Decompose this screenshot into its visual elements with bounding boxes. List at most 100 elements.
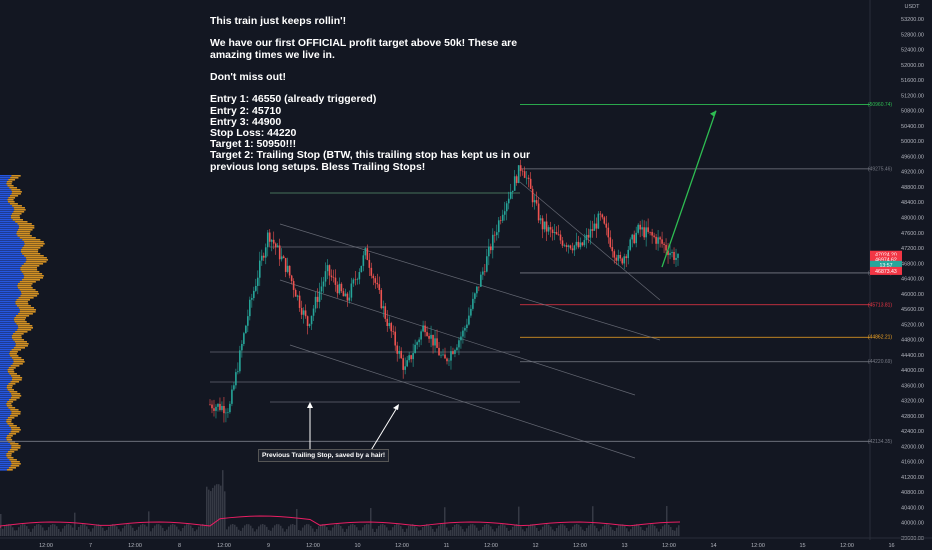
volume-bar <box>152 528 154 536</box>
candle-body <box>346 293 349 301</box>
profile-bar-buy <box>0 291 21 293</box>
volume-bar <box>344 531 346 536</box>
candle-body <box>394 331 397 346</box>
profile-bar-sell <box>13 333 24 335</box>
profile-bar-sell <box>6 437 12 439</box>
trendlines <box>210 181 661 459</box>
volume-bar <box>596 528 598 536</box>
volume-bar <box>80 524 82 536</box>
profile-bar-buy <box>0 417 8 419</box>
volume-bar <box>646 527 648 536</box>
volume-bar <box>70 525 72 536</box>
candle-body <box>382 306 385 309</box>
volume-bar <box>198 526 200 536</box>
candle-body <box>408 355 410 361</box>
profile-bar-sell <box>7 371 15 373</box>
candle-body <box>585 234 588 241</box>
candle-body <box>342 291 345 297</box>
candle-body <box>215 406 217 411</box>
candle-body <box>653 235 655 237</box>
volume-bar <box>568 531 570 536</box>
price-axis[interactable]: USDT 39600.00 40000.00 40400.00 40800.00 4120… <box>869 0 924 542</box>
volume-bar <box>68 524 70 536</box>
profile-bar-buy <box>0 323 17 325</box>
candle-body <box>434 338 436 346</box>
currency-label: USDT <box>905 4 921 10</box>
profile-bar-sell <box>21 279 40 281</box>
volume-bar <box>278 524 280 536</box>
profile-bar-buy <box>0 463 12 465</box>
candle-body <box>661 239 663 244</box>
profile-bar-sell <box>15 301 28 303</box>
volume-bar <box>104 530 106 536</box>
profile-bar-buy <box>0 197 9 199</box>
candle-body <box>268 232 271 242</box>
volume-bar <box>142 524 144 536</box>
time-axis[interactable]: 12:00 7 12:00 8 12:00 9 12:00 10 12:00 11 12:00 12 1… <box>0 537 932 549</box>
candle-body <box>310 315 313 325</box>
profile-bar-buy <box>0 443 11 445</box>
candle-body <box>571 248 574 251</box>
volume-bar <box>316 528 318 536</box>
profile-bar-buy <box>0 255 25 257</box>
volume-bar <box>652 524 654 536</box>
profile-bar-buy <box>0 347 14 349</box>
profile-bar-buy <box>0 287 18 289</box>
candle-body <box>448 360 450 362</box>
level-label: (49275.46) <box>868 166 893 172</box>
volume-bar <box>448 530 450 536</box>
candle-body <box>591 229 594 231</box>
profile-bar-buy <box>0 313 19 315</box>
volume-bar <box>382 524 384 536</box>
volume-bar <box>158 524 160 536</box>
profile-bar-buy <box>0 429 12 431</box>
profile-bar-sell <box>8 407 16 409</box>
volume-bar <box>260 524 262 536</box>
price-tick-label: 45600.00 <box>901 307 924 313</box>
volume-bar <box>428 524 430 536</box>
volume-bar <box>244 525 246 536</box>
volume-bar <box>650 524 652 536</box>
candle-body <box>312 308 315 316</box>
candle-body <box>547 227 550 232</box>
volume-bar <box>620 524 622 536</box>
candle-body <box>458 340 460 348</box>
volume-bar <box>454 524 456 536</box>
candle-body <box>286 265 289 272</box>
profile-bar-sell <box>12 363 23 365</box>
profile-bar-buy <box>0 211 14 213</box>
profile-bar-sell <box>6 419 12 421</box>
volume-bar <box>488 524 490 536</box>
price-tag <box>870 250 902 259</box>
candle-body <box>593 223 596 231</box>
candle-body <box>535 200 538 204</box>
profile-bar-sell <box>18 297 34 299</box>
annotation-line: Entry 3: 44900 <box>210 115 282 128</box>
volume-bar <box>612 529 614 536</box>
volume-bar <box>458 524 460 536</box>
profile-bar-sell <box>7 401 14 403</box>
volume-bar <box>608 524 610 536</box>
volume-bar <box>226 529 228 536</box>
profile-bar-sell <box>6 403 12 405</box>
volume-bar <box>38 524 40 536</box>
volume-bar <box>368 524 370 536</box>
volume-bar <box>662 526 664 536</box>
volume-bar <box>622 524 624 536</box>
candle-body <box>633 234 635 244</box>
profile-bar-sell <box>13 339 25 341</box>
profile-bar-buy <box>0 327 19 329</box>
volume-bar <box>350 524 352 536</box>
profile-bar-buy <box>0 201 9 203</box>
candle-body <box>478 286 480 288</box>
candle-body <box>322 281 325 287</box>
profile-bar-sell <box>11 445 21 447</box>
candle-body <box>619 254 622 259</box>
profile-bar-sell <box>9 425 17 427</box>
candles <box>209 159 679 423</box>
profile-bar-sell <box>11 193 21 195</box>
volume-bar <box>506 527 508 536</box>
volume-bar <box>408 525 410 536</box>
